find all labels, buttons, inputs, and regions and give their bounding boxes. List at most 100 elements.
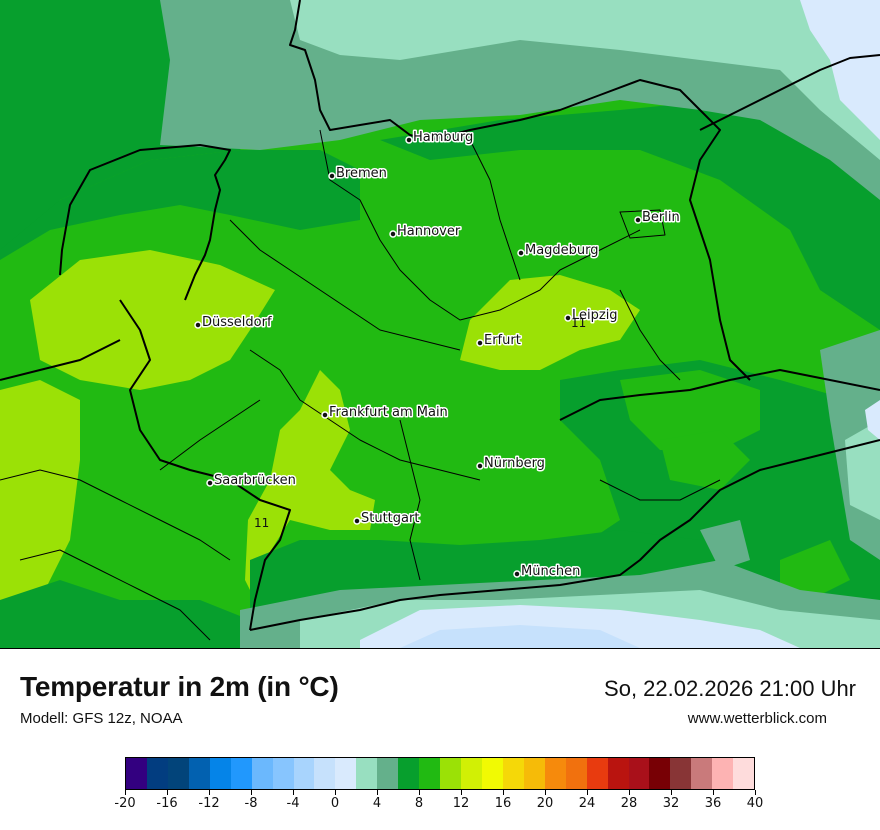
legend-swatch [230, 758, 252, 789]
legend-swatch [523, 758, 545, 789]
country-borders [0, 0, 880, 631]
legend-swatch [481, 758, 503, 789]
legend-tick [292, 790, 294, 795]
legend-ticks: -20 -16 -12 -8 -4 0 4 8 12 16 20 24 28 32 36 40 [114, 790, 763, 820]
city-berlin[interactable]: Berlin [634, 209, 681, 227]
city-markers: Hamburg Bremen Berlin Hannover Magdeburg… [194, 129, 681, 581]
city-hamburg[interactable]: Hamburg [405, 129, 475, 147]
legend-tick-label: 0 [330, 796, 340, 811]
legend-swatch [461, 758, 482, 789]
legend-tick [418, 790, 420, 795]
legend-tick [334, 790, 336, 795]
legend-tick [712, 790, 714, 795]
svg-text:Hannover: Hannover [397, 224, 461, 239]
legend-swatch [251, 758, 273, 789]
legend-tick-label: 4 [372, 796, 382, 811]
temperature-map: Hamburg Bremen Berlin Hannover Magdeburg… [0, 0, 880, 649]
city-stuttgart[interactable]: Stuttgart [353, 510, 421, 528]
svg-text:Saarbrücken: Saarbrücken [214, 473, 296, 488]
city-erfurt[interactable]: Erfurt [476, 332, 522, 350]
contour-label-11: 11 [571, 316, 586, 330]
svg-text:Nürnberg: Nürnberg [484, 456, 545, 471]
legend-swatch [440, 758, 461, 789]
city-duesseldorf[interactable]: Düsseldorf [194, 314, 273, 332]
legend-swatch [544, 758, 566, 789]
legend-tick [376, 790, 378, 795]
legend-swatch [733, 758, 755, 789]
valid-datetime: So, 22.02.2026 21:00 Uhr [604, 676, 856, 701]
legend-tick [124, 790, 126, 795]
legend-swatch [398, 758, 420, 789]
map-title: Temperatur in 2m (in °C) [20, 671, 339, 702]
city-muenchen[interactable]: München [513, 563, 582, 581]
legend-tick [460, 790, 462, 795]
legend-tick-label: 24 [578, 796, 596, 811]
legend-tick-label: 40 [746, 796, 764, 811]
contour-labels: 11 11 [254, 316, 586, 530]
contour-label-11: 11 [254, 516, 269, 530]
svg-text:Hamburg: Hamburg [413, 130, 473, 145]
city-hannover[interactable]: Hannover [389, 223, 462, 241]
legend-tick [544, 790, 546, 795]
svg-text:Leipzig: Leipzig [572, 308, 618, 323]
svg-text:Erfurt: Erfurt [484, 333, 521, 348]
svg-text:Stuttgart: Stuttgart [361, 511, 419, 526]
legend-swatch [126, 758, 147, 789]
city-frankfurt[interactable]: Frankfurt am Main [321, 404, 449, 422]
legend-tick [628, 790, 630, 795]
color-legend [125, 757, 755, 790]
svg-text:Berlin: Berlin [642, 210, 680, 225]
svg-text:Düsseldorf: Düsseldorf [202, 315, 272, 330]
legend-tick-label: -16 [156, 796, 178, 811]
legend-swatch [293, 758, 315, 789]
city-leipzig[interactable]: Leipzig [564, 307, 619, 325]
legend-swatch [314, 758, 336, 789]
region-10-12-leipzig [460, 275, 640, 370]
region-10-12-oberrhein [245, 370, 375, 600]
legend-swatch [146, 758, 168, 789]
legend-tick [670, 790, 672, 795]
legend-swatch [628, 758, 650, 789]
svg-text:München: München [521, 564, 580, 579]
legend-tick-label: 20 [536, 796, 554, 811]
legend-swatch [607, 758, 629, 789]
legend-tick-label: -4 [286, 796, 300, 811]
city-nuernberg[interactable]: Nürnberg [476, 455, 546, 473]
legend-tick-label: -8 [244, 796, 258, 811]
legend-tick [166, 790, 168, 795]
legend-swatch [272, 758, 294, 789]
legend-swatch [356, 758, 378, 789]
legend-swatch [419, 758, 441, 789]
svg-text:Frankfurt am Main: Frankfurt am Main [329, 405, 448, 420]
legend-swatch [712, 758, 734, 789]
legend-tick-label: 12 [452, 796, 470, 811]
city-bremen[interactable]: Bremen [328, 165, 388, 183]
legend-tick-label: 32 [662, 796, 680, 811]
legend-tick-label: -20 [114, 796, 136, 811]
legend-swatch [377, 758, 399, 789]
state-borders [0, 129, 721, 641]
svg-text:Magdeburg: Magdeburg [525, 243, 599, 258]
model-info: Modell: GFS 12z, NOAA [20, 710, 183, 727]
legend-tick-label: 36 [704, 796, 722, 811]
legend-tick-label: 28 [620, 796, 638, 811]
legend-tick-label: 8 [414, 796, 424, 811]
legend-swatch [565, 758, 587, 789]
website-link[interactable]: www.wetterblick.com [687, 710, 827, 727]
region-2-4-sea [290, 0, 880, 160]
legend-tick [502, 790, 504, 795]
legend-swatch [209, 758, 231, 789]
legend-tick [754, 790, 756, 795]
legend-tick [586, 790, 588, 795]
legend-swatch [670, 758, 692, 789]
legend-swatch [691, 758, 713, 789]
svg-text:Bremen: Bremen [336, 166, 387, 181]
legend-tick-label: 16 [494, 796, 512, 811]
city-saarbruecken[interactable]: Saarbrücken [206, 472, 297, 490]
legend-swatch [167, 758, 189, 789]
city-magdeburg[interactable]: Magdeburg [517, 242, 600, 260]
legend-swatch [188, 758, 210, 789]
legend-tick-label: -12 [198, 796, 220, 811]
legend-swatch [335, 758, 357, 789]
legend-swatch [649, 758, 671, 789]
